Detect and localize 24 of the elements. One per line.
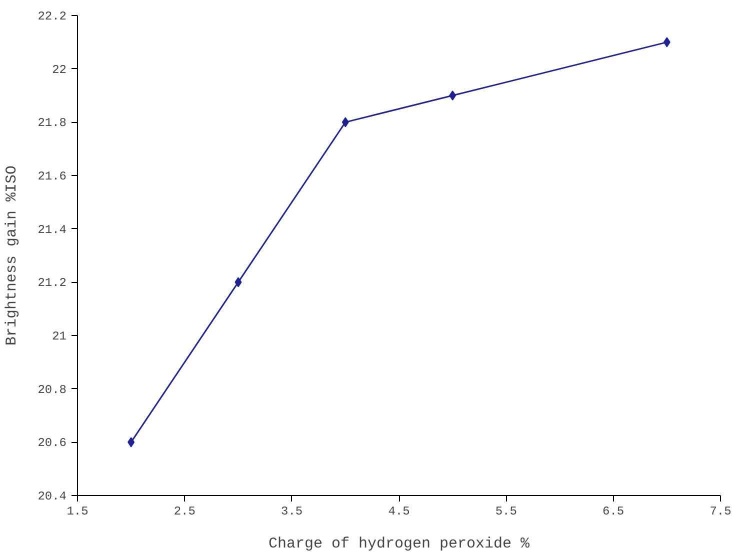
- x-tick-label: 7.5: [710, 504, 732, 518]
- x-tick-label: 6.5: [602, 504, 624, 518]
- x-tick-label: 5.5: [495, 504, 517, 518]
- y-tick-label: 20.6: [38, 436, 67, 450]
- x-tick-label: 3.5: [281, 504, 303, 518]
- y-tick-label: 21.2: [38, 276, 67, 290]
- point: [342, 117, 349, 128]
- y-tick-label: 22.2: [38, 10, 67, 24]
- y-tick-label: 21.4: [38, 222, 67, 237]
- x-axis-title: Charge of hydrogen peroxide %: [268, 536, 531, 552]
- x-tick-label: 4.5: [388, 504, 410, 518]
- x-tick-label: 2.5: [174, 504, 196, 518]
- point: [449, 90, 456, 100]
- point: [234, 277, 242, 288]
- point: [128, 437, 135, 448]
- y-tick-label: 20.8: [38, 382, 67, 397]
- y-tick-label: 22: [52, 62, 67, 77]
- point: [663, 37, 670, 48]
- y-tick-label: 21.8: [38, 116, 67, 130]
- y-tick-label: 20.4: [38, 490, 67, 504]
- y-tick-label: 21.6: [38, 170, 67, 184]
- y-axis-title: Brightness gain %ISO: [4, 165, 21, 346]
- y-tick-label: 21: [52, 330, 67, 344]
- x-tick-label: 1.5: [66, 504, 88, 518]
